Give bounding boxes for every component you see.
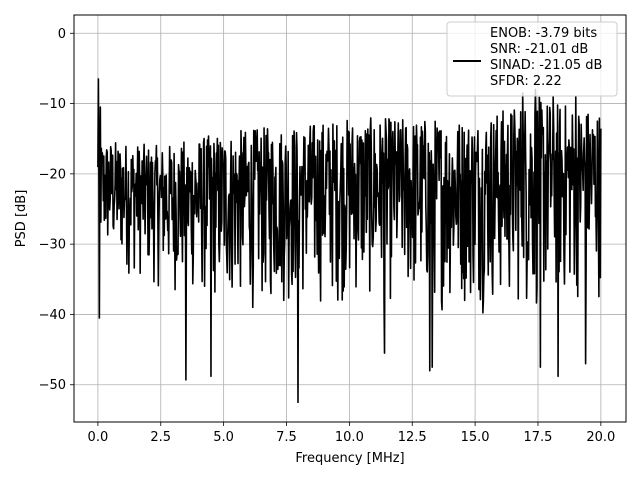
x-tick-label: 0.0 — [88, 430, 109, 445]
y-axis-ticks: 0 −10 −20 −30 −40 −50 — [39, 27, 74, 393]
y-tick-label: −50 — [39, 378, 66, 393]
plot-data — [97, 78, 602, 404]
legend-box — [446, 21, 618, 97]
x-axis-ticks: 0.0 2.5 5.0 7.5 10.0 12.5 15.0 17.5 20.0 — [88, 422, 615, 445]
x-tick-label: 5.0 — [213, 430, 234, 445]
y-axis-label: PSD [dB] — [14, 190, 29, 248]
x-tick-label: 15.0 — [461, 430, 490, 445]
psd-series-line — [97, 78, 602, 404]
legend-entry-text: SFDR: 2.22 — [490, 74, 562, 89]
x-axis-label: Frequency [MHz] — [295, 451, 404, 466]
axes-frame — [73, 14, 627, 423]
y-tick-label: −40 — [39, 308, 66, 323]
y-tick-label: 0 — [58, 27, 66, 42]
y-tick-label: −30 — [39, 238, 66, 253]
legend-entry-text: ENOB: -3.79 bits — [490, 26, 597, 41]
y-tick-label: −10 — [39, 97, 66, 112]
legend-entry-text: SNR: -21.01 dB — [490, 42, 588, 57]
x-tick-label: 17.5 — [524, 430, 553, 445]
legend-entry-text: SINAD: -21.05 dB — [490, 58, 602, 73]
x-tick-label: 20.0 — [586, 430, 615, 445]
x-tick-label: 12.5 — [398, 430, 427, 445]
x-tick-label: 2.5 — [150, 430, 171, 445]
y-tick-label: −20 — [39, 167, 66, 182]
x-tick-label: 10.0 — [335, 430, 364, 445]
x-tick-label: 7.5 — [276, 430, 297, 445]
